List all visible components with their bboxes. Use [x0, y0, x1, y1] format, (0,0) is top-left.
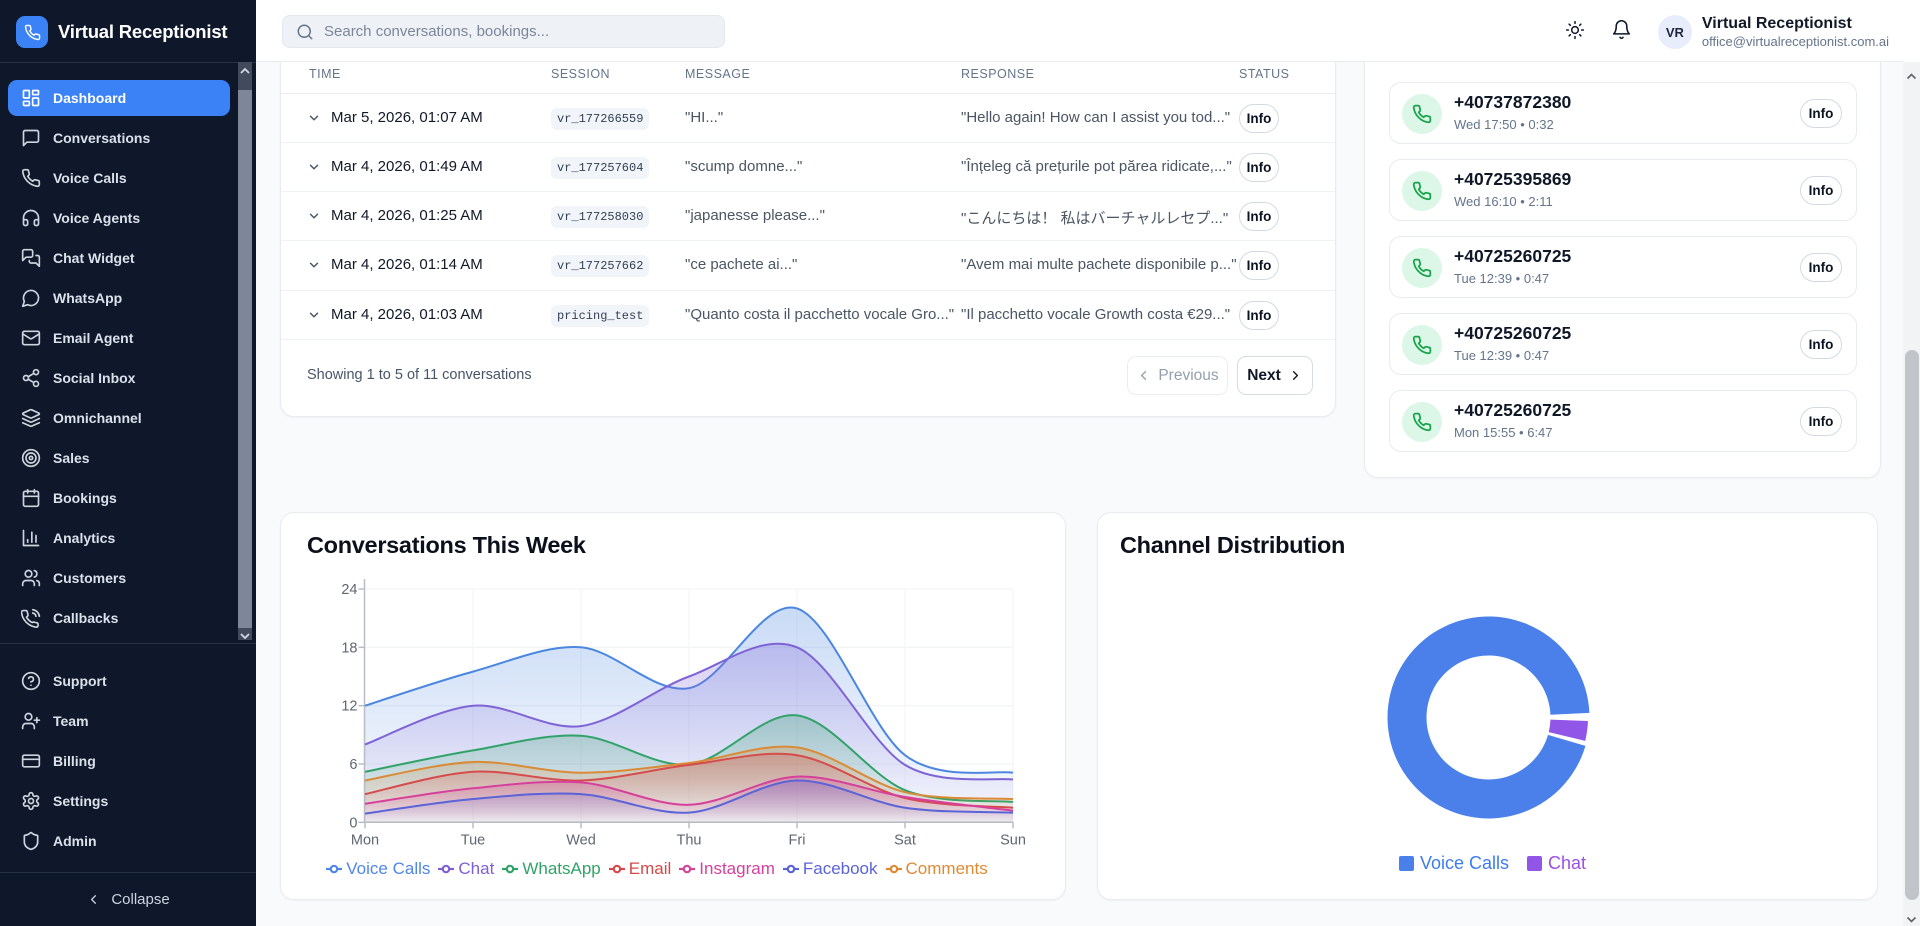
- svg-text:0: 0: [349, 815, 357, 831]
- svg-text:Fri: Fri: [789, 832, 806, 848]
- svg-text:18: 18: [341, 640, 357, 656]
- svg-text:Wed: Wed: [566, 832, 596, 848]
- svg-text:Tue: Tue: [461, 832, 485, 848]
- svg-text:24: 24: [341, 582, 357, 598]
- svg-text:Sun: Sun: [1000, 832, 1026, 848]
- svg-text:Thu: Thu: [677, 832, 702, 848]
- svg-text:Sat: Sat: [894, 832, 916, 848]
- svg-text:6: 6: [349, 757, 357, 773]
- svg-text:12: 12: [341, 699, 357, 715]
- svg-text:Mon: Mon: [351, 832, 379, 848]
